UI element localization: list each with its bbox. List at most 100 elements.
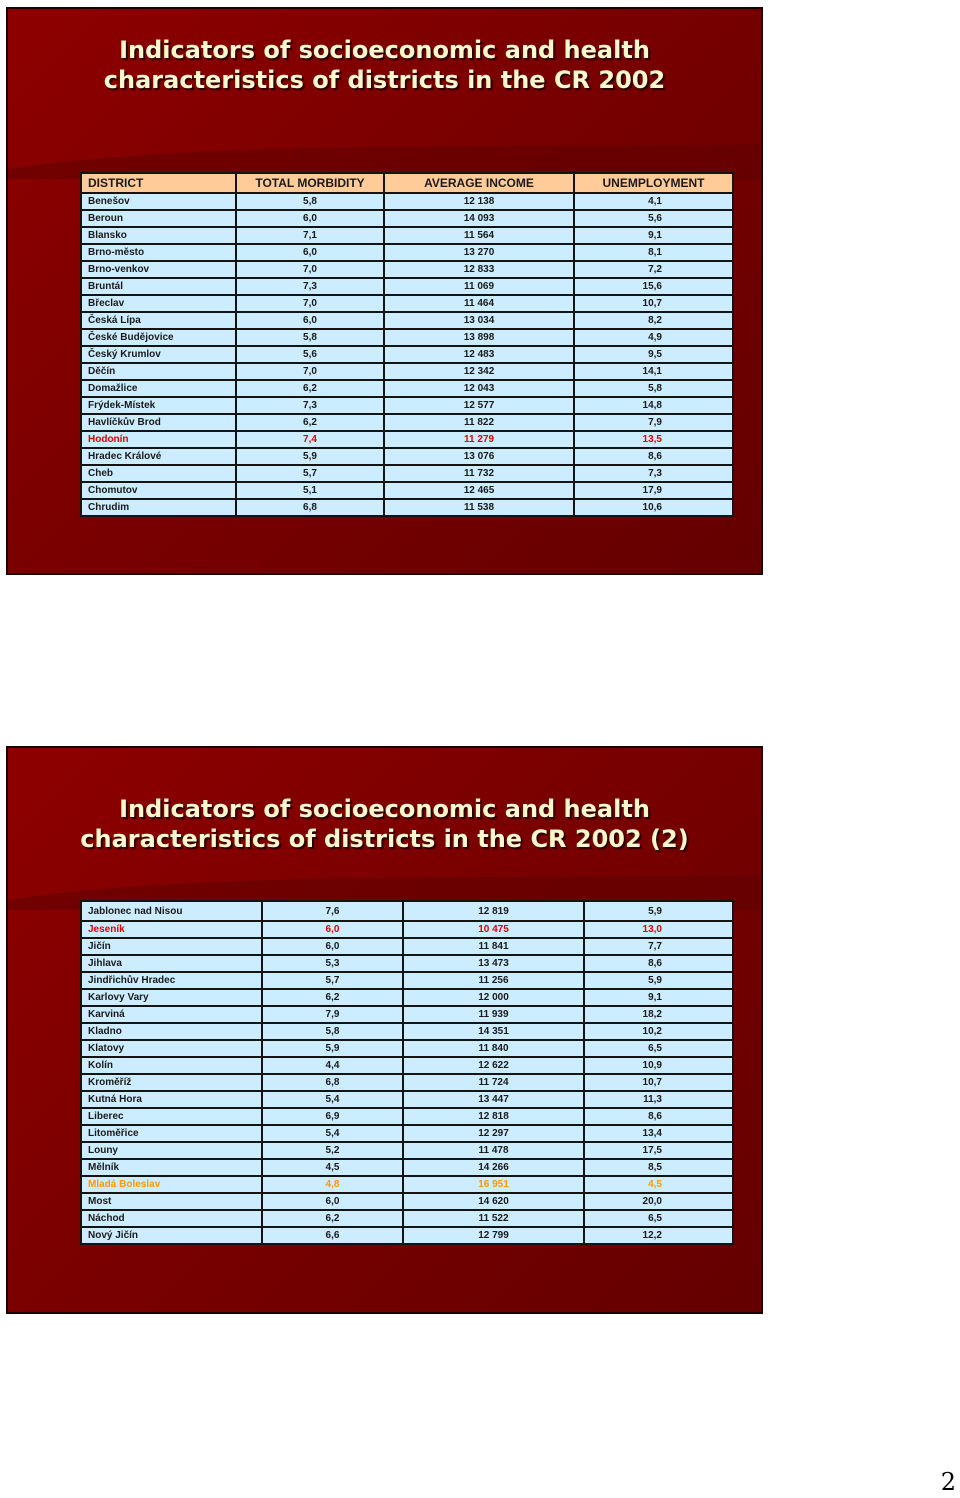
total-morbidity-cell: 4,4 — [261, 1056, 404, 1075]
average-income-cell: 14 620 — [402, 1192, 585, 1211]
average-income-cell: 11 564 — [383, 226, 575, 245]
table-row: Liberec 6,9 12 818 8,6 — [80, 1107, 734, 1126]
district-cell: Náchod — [80, 1209, 263, 1228]
unemployment-cell: 12,2 — [583, 1226, 734, 1245]
average-income-cell: 12 577 — [383, 396, 575, 415]
district-cell: Frýdek-Místek — [80, 396, 237, 415]
average-income-cell: 12 465 — [383, 481, 575, 500]
table-row: Mladá Boleslav 4,8 16 951 4,5 — [80, 1175, 734, 1194]
total-morbidity-cell: 5,1 — [235, 481, 385, 500]
unemployment-cell: 4,5 — [583, 1175, 734, 1194]
page-number: 2 — [940, 1468, 956, 1496]
average-income-cell: 13 447 — [402, 1090, 585, 1109]
district-cell: Kroměříž — [80, 1073, 263, 1092]
average-income-cell: 12 819 — [402, 900, 585, 922]
average-income-cell: 12 622 — [402, 1056, 585, 1075]
district-cell: Český Krumlov — [80, 345, 237, 364]
total-morbidity-cell: 7,0 — [235, 294, 385, 313]
district-cell: Benešov — [80, 192, 237, 211]
average-income-cell: 11 841 — [402, 937, 585, 956]
table-row: Chomutov 5,1 12 465 17,9 — [80, 481, 734, 500]
average-income-cell: 12 043 — [383, 379, 575, 398]
average-income-cell: 12 297 — [402, 1124, 585, 1143]
district-cell: Litoměřice — [80, 1124, 263, 1143]
unemployment-cell: 17,5 — [583, 1141, 734, 1160]
table-row: Kladno 5,8 14 351 10,2 — [80, 1022, 734, 1041]
district-cell: Bruntál — [80, 277, 237, 296]
total-morbidity-cell: 6,0 — [235, 243, 385, 262]
district-cell: Česká Lípa — [80, 311, 237, 330]
unemployment-cell: 8,6 — [583, 1107, 734, 1126]
total-morbidity-cell: 5,9 — [235, 447, 385, 466]
total-morbidity-cell: 6,2 — [261, 1209, 404, 1228]
average-income-cell: 12 138 — [383, 192, 575, 211]
average-income-cell: 13 898 — [383, 328, 575, 347]
average-income-cell: 11 732 — [383, 464, 575, 483]
unemployment-cell: 10,7 — [583, 1073, 734, 1092]
unemployment-cell: 9,5 — [573, 345, 734, 364]
district-cell: Jičín — [80, 937, 263, 956]
district-cell: Brno-město — [80, 243, 237, 262]
table-row: Karlovy Vary 6,2 12 000 9,1 — [80, 988, 734, 1007]
table-row: Domažlice 6,2 12 043 5,8 — [80, 379, 734, 398]
average-income-cell: 11 464 — [383, 294, 575, 313]
district-cell: České Budějovice — [80, 328, 237, 347]
unemployment-cell: 9,1 — [583, 988, 734, 1007]
average-income-cell: 12 342 — [383, 362, 575, 381]
table-row: Jablonec nad Nisou 7,6 12 819 5,9 — [80, 900, 734, 922]
total-morbidity-cell: 6,2 — [261, 988, 404, 1007]
unemployment-cell: 10,2 — [583, 1022, 734, 1041]
total-morbidity-cell: 6,8 — [261, 1073, 404, 1092]
district-indicators-table: DISTRICT TOTAL MORBIDITY AVERAGE INCOME … — [80, 172, 734, 517]
district-cell: Karviná — [80, 1005, 263, 1024]
column-header-district: DISTRICT — [80, 172, 237, 194]
table-row: Kutná Hora 5,4 13 447 11,3 — [80, 1090, 734, 1109]
total-morbidity-cell: 5,8 — [235, 192, 385, 211]
table-row: Beroun 6,0 14 093 5,6 — [80, 209, 734, 228]
unemployment-cell: 10,6 — [573, 498, 734, 517]
district-indicators-table-continued: Jablonec nad Nisou 7,6 12 819 5,9 Jeseník 6,0… — [80, 900, 734, 1245]
slide-wave-decoration — [8, 144, 761, 179]
table-row: Nový Jičín 6,6 12 799 12,2 — [80, 1226, 734, 1245]
unemployment-cell: 7,9 — [573, 413, 734, 432]
total-morbidity-cell: 5,8 — [235, 328, 385, 347]
average-income-cell: 13 034 — [383, 311, 575, 330]
table-row: Frýdek-Místek 7,3 12 577 14,8 — [80, 396, 734, 415]
average-income-cell: 10 475 — [402, 920, 585, 939]
district-cell: Brno-venkov — [80, 260, 237, 279]
total-morbidity-cell: 5,2 — [261, 1141, 404, 1160]
average-income-cell: 12 799 — [402, 1226, 585, 1245]
total-morbidity-cell: 7,0 — [235, 260, 385, 279]
table-row: Litoměřice 5,4 12 297 13,4 — [80, 1124, 734, 1143]
table-row: Karviná 7,9 11 939 18,2 — [80, 1005, 734, 1024]
average-income-cell: 14 351 — [402, 1022, 585, 1041]
district-cell: Jindřichův Hradec — [80, 971, 263, 990]
district-cell: Louny — [80, 1141, 263, 1160]
total-morbidity-cell: 6,0 — [261, 937, 404, 956]
district-cell: Cheb — [80, 464, 237, 483]
unemployment-cell: 10,7 — [573, 294, 734, 313]
district-cell: Havlíčkův Brod — [80, 413, 237, 432]
district-cell: Hradec Králové — [80, 447, 237, 466]
unemployment-cell: 15,6 — [573, 277, 734, 296]
unemployment-cell: 6,5 — [583, 1039, 734, 1058]
unemployment-cell: 14,1 — [573, 362, 734, 381]
district-cell: Chomutov — [80, 481, 237, 500]
average-income-cell: 13 076 — [383, 447, 575, 466]
table-row: Břeclav 7,0 11 464 10,7 — [80, 294, 734, 313]
unemployment-cell: 14,8 — [573, 396, 734, 415]
slide-title: Indicators of socioeconomic and health c… — [8, 35, 761, 95]
average-income-cell: 11 939 — [402, 1005, 585, 1024]
unemployment-cell: 13,0 — [583, 920, 734, 939]
table-row: Hodonín 7,4 11 279 13,5 — [80, 430, 734, 449]
unemployment-cell: 17,9 — [573, 481, 734, 500]
district-cell: Jeseník — [80, 920, 263, 939]
district-cell: Děčín — [80, 362, 237, 381]
district-cell: Chrudim — [80, 498, 237, 517]
column-header-total-morbidity: TOTAL MORBIDITY — [235, 172, 385, 194]
total-morbidity-cell: 6,0 — [235, 209, 385, 228]
slide-title-line-2: characteristics of districts in the CR 2… — [80, 825, 689, 853]
average-income-cell: 12 833 — [383, 260, 575, 279]
table-row: Brno-venkov 7,0 12 833 7,2 — [80, 260, 734, 279]
district-cell: Břeclav — [80, 294, 237, 313]
